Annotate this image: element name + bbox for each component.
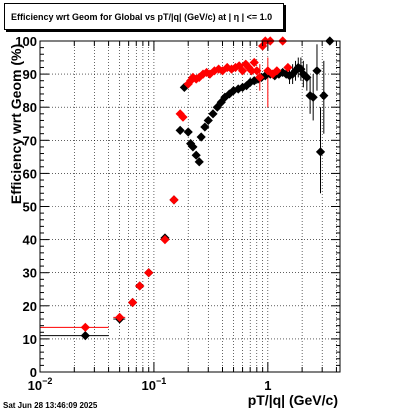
y-axis-title: Efficiency wrt Geom (%) xyxy=(8,44,24,204)
data-point xyxy=(312,66,322,76)
data-point xyxy=(175,125,185,135)
grid xyxy=(39,41,340,372)
data-point xyxy=(278,67,288,78)
data-points xyxy=(80,36,335,341)
data-point xyxy=(169,195,179,205)
y-tick-label: 70 xyxy=(23,133,37,148)
x-tick-label: 1 xyxy=(264,378,271,393)
data-point xyxy=(191,150,201,160)
data-point xyxy=(288,69,298,79)
data-point xyxy=(135,281,145,291)
data-point xyxy=(183,79,193,89)
data-point xyxy=(255,72,265,83)
data-point xyxy=(308,92,318,102)
data-point xyxy=(194,157,204,167)
data-point xyxy=(178,112,188,122)
data-point xyxy=(186,76,196,86)
data-point xyxy=(80,330,90,341)
data-point xyxy=(200,122,210,132)
data-point xyxy=(196,132,206,142)
data-point xyxy=(216,97,226,107)
x-tick-label: 10−2 xyxy=(28,376,53,393)
data-point xyxy=(128,297,138,308)
data-point xyxy=(252,66,262,76)
data-point xyxy=(208,109,218,119)
data-point xyxy=(302,72,312,83)
x-axis-title: pT/|q| (GeV/c) xyxy=(248,392,338,408)
data-point xyxy=(144,268,154,278)
y-tick-label: 20 xyxy=(23,299,37,314)
y-tick-label: 30 xyxy=(23,266,37,281)
y-tick-label: 100 xyxy=(15,34,37,49)
data-point xyxy=(115,312,125,322)
data-point xyxy=(80,322,90,332)
data-point xyxy=(284,71,295,81)
y-tick-label: 60 xyxy=(23,166,37,181)
data-point xyxy=(237,66,248,76)
x-tick-label: 10−1 xyxy=(142,376,167,393)
timestamp: Sat Jun 28 13:46:09 2025 xyxy=(3,401,98,410)
data-point xyxy=(272,66,282,76)
data-point xyxy=(160,235,170,245)
data-point xyxy=(319,91,329,101)
data-point xyxy=(246,66,257,76)
y-tick-label: 40 xyxy=(23,233,37,248)
y-tick-label: 90 xyxy=(23,67,37,82)
data-point xyxy=(188,142,198,152)
data-point xyxy=(249,57,259,68)
data-point xyxy=(241,59,251,69)
data-point xyxy=(290,66,301,76)
y-tick-label: 0 xyxy=(30,365,37,380)
axes: 0 10 20 30 40 50 60 70 80 90 100 10−2 10−1 1 xyxy=(15,34,341,393)
data-point xyxy=(203,115,213,126)
y-tick-label: 80 xyxy=(23,100,37,115)
data-point xyxy=(283,62,293,73)
data-point xyxy=(183,127,193,137)
data-point xyxy=(267,69,278,79)
chart-title: Efficiency wrt Geom for Global vs pT/|q|… xyxy=(4,3,284,30)
y-tick-label: 10 xyxy=(23,332,37,347)
data-point xyxy=(315,147,326,157)
y-tick-label: 50 xyxy=(23,200,37,215)
